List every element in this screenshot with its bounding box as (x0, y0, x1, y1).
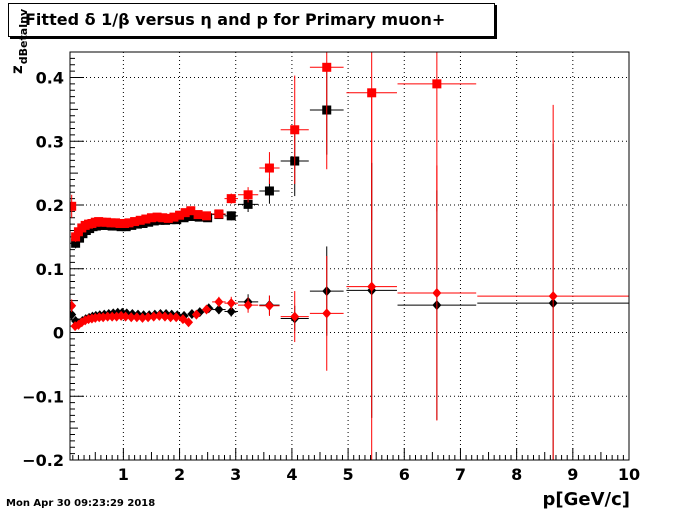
data-point-diamond (126, 312, 136, 323)
y-axis-label: zdBetaInv (8, 9, 30, 74)
data-point-square (146, 213, 156, 223)
y-tick-label: 0 (53, 324, 64, 343)
data-point-diamond (548, 291, 558, 302)
data-point-square (152, 212, 162, 222)
data-point-diamond (184, 317, 194, 328)
data-point-square (141, 214, 151, 224)
y-tick-label: 0.4 (36, 69, 64, 88)
data-point-diamond (143, 312, 153, 323)
x-tick-label: 4 (286, 465, 297, 484)
y-tick-label: −0.1 (22, 387, 64, 406)
x-tick-label: 5 (343, 465, 354, 484)
data-point-square (163, 213, 173, 223)
data-point-diamond (166, 312, 176, 323)
data-point-square (71, 232, 81, 242)
x-tick-label: 10 (618, 465, 640, 484)
data-point-square (71, 238, 81, 248)
y-axis-label-main: z (8, 65, 26, 74)
data-point-diamond (121, 311, 131, 322)
chart-title: Fitted δ 1/β versus η and p for Primary … (8, 3, 495, 37)
y-axis-label-subscript: dBetaInv (17, 8, 30, 65)
data-point-diamond (70, 300, 77, 311)
data-point-square (135, 215, 145, 225)
data-point-diamond (132, 312, 142, 323)
data-point-square (243, 190, 253, 200)
data-point-diamond (226, 298, 236, 309)
data-point-diamond (149, 311, 159, 322)
series-3 (70, 95, 629, 460)
tick-labels: 1 2 3 4 5 6 7 8 9 10 −0.2 −0.1 0 0.1 0.2 0.3 0.4 (22, 69, 640, 485)
data-point-square (130, 217, 140, 227)
y-tick-label: 0.2 (36, 196, 64, 215)
y-tick-label: 0.1 (36, 260, 64, 279)
plot-frame (69, 51, 630, 461)
data-point-square (226, 211, 236, 221)
x-tick-label: 8 (511, 465, 522, 484)
x-tick-label: 6 (399, 465, 410, 484)
y-tick-label: 0.3 (36, 132, 64, 151)
data-point-diamond (264, 300, 274, 311)
x-tick-label: 2 (174, 465, 185, 484)
x-tick-label: 9 (567, 465, 578, 484)
data-point-square (264, 163, 274, 173)
x-axis-label: p[GeV/c] (542, 489, 631, 510)
x-tick-label: 7 (455, 465, 466, 484)
axis-ticks (70, 51, 630, 461)
data-series (70, 52, 629, 460)
data-point-square (124, 218, 134, 228)
grid (70, 52, 629, 460)
data-point-square (432, 79, 442, 89)
timestamp: Mon Apr 30 09:23:29 2018 (6, 498, 156, 509)
y-tick-label: −0.2 (22, 451, 64, 470)
data-point-square (175, 210, 185, 220)
data-point-diamond (202, 304, 212, 315)
data-point-diamond (243, 300, 253, 311)
data-point-diamond (214, 304, 224, 315)
x-tick-label: 1 (118, 465, 129, 484)
data-point-square (367, 88, 377, 98)
data-point-diamond (226, 306, 236, 317)
data-point-square (70, 201, 77, 211)
data-point-square (243, 199, 253, 209)
data-point-square (186, 206, 196, 216)
data-point-diamond (154, 310, 164, 321)
data-point-square (290, 125, 300, 135)
data-point-diamond (137, 312, 147, 323)
data-point-diamond (214, 296, 224, 307)
x-tick-label: 3 (230, 465, 241, 484)
series-1 (70, 52, 477, 242)
data-point-square (226, 194, 236, 204)
data-point-square (169, 212, 179, 222)
data-point-square (186, 211, 196, 221)
data-point-diamond (432, 287, 442, 298)
data-point-diamond (290, 311, 300, 322)
data-point-diamond (191, 309, 201, 320)
plot-border (69, 51, 630, 461)
data-point-square (202, 211, 212, 221)
data-point-square (214, 209, 224, 219)
data-point-diamond (171, 312, 181, 323)
data-point-diamond (160, 311, 170, 322)
data-point-square (158, 213, 168, 223)
data-point-diamond (322, 308, 332, 319)
data-point-square (180, 208, 190, 218)
data-point-square (322, 62, 332, 72)
data-point-square (193, 210, 203, 220)
data-point-diamond (70, 309, 77, 320)
data-point-square (264, 186, 274, 196)
data-point-diamond (367, 281, 377, 292)
